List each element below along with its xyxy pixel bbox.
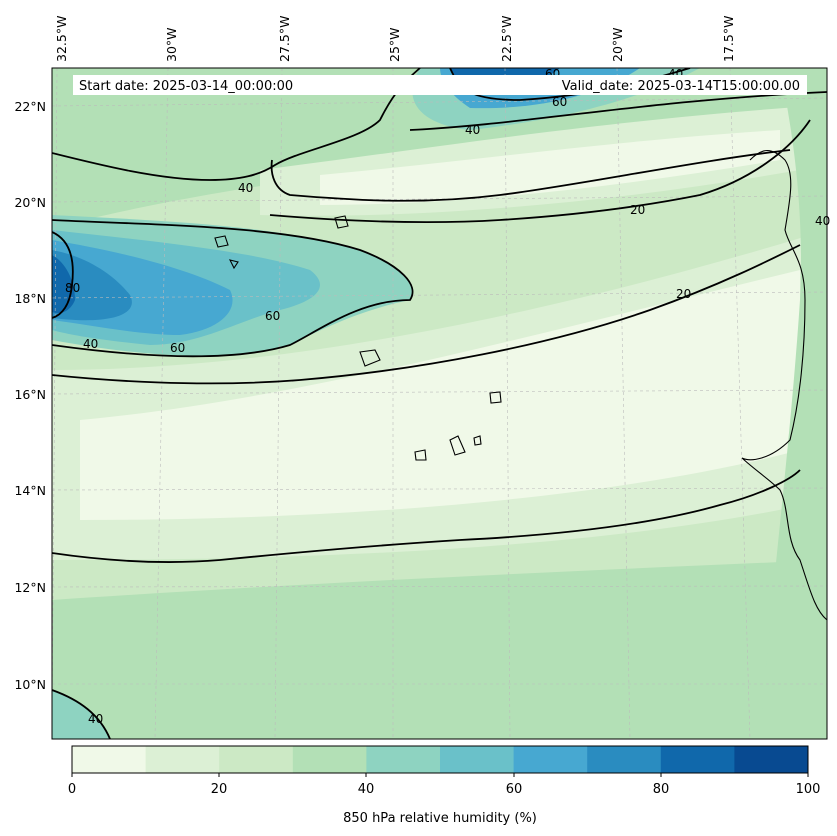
- contour-label: 40: [83, 337, 98, 351]
- start-date: Start date: 2025-03-14_00:00:00: [79, 79, 293, 94]
- contour-label: 40: [815, 214, 830, 228]
- colorbar-tick-label: 20: [211, 782, 228, 797]
- lat-label: 16°N: [14, 387, 46, 402]
- colorbar-swatch: [72, 746, 147, 773]
- info-box: [73, 75, 807, 95]
- lat-label: 18°N: [14, 291, 46, 306]
- contour-label: 60: [265, 309, 280, 323]
- rh-contours: [52, 68, 827, 739]
- contour-label: 40: [238, 181, 253, 195]
- lon-label: 27.5°W: [277, 16, 292, 62]
- colorbar-tick-label: 100: [796, 782, 821, 797]
- lat-label: 20°N: [14, 195, 46, 210]
- colorbar-frame: [71, 745, 809, 774]
- colorbar-swatch: [587, 746, 662, 773]
- coastlines: [214, 150, 827, 621]
- lat-label: 14°N: [14, 483, 46, 498]
- lon-label: 17.5°W: [721, 16, 736, 62]
- valid-date: Valid_date: 2025-03-14T15:00:00.00: [562, 79, 800, 94]
- lon-label: 32.5°W: [54, 16, 69, 62]
- colorbar-swatch: [660, 746, 735, 773]
- contour-label: 40: [88, 712, 103, 726]
- lat-label: 10°N: [14, 677, 46, 692]
- colorbar-ticks: 0 20 40 60 80 100: [68, 773, 821, 797]
- lat-label: 12°N: [14, 580, 46, 595]
- colorbar-tick-label: 60: [506, 782, 523, 797]
- lon-label: 22.5°W: [499, 16, 514, 62]
- lon-label: 20°W: [610, 27, 625, 62]
- colorbar-swatch: [219, 746, 294, 773]
- colorbar: [72, 746, 809, 773]
- colorbar-swatch: [440, 746, 515, 773]
- longitude-labels: 32.5°W 30°W 27.5°W 25°W 22.5°W 20°W 17.5…: [54, 16, 736, 62]
- humidity-fill-layer: [52, 68, 827, 739]
- lon-label: 30°W: [164, 27, 179, 62]
- colorbar-swatch: [292, 746, 367, 773]
- lat-label: 22°N: [14, 99, 46, 114]
- contour-label: 60: [170, 341, 185, 355]
- colorbar-swatch: [513, 746, 588, 773]
- lon-label: 25°W: [387, 27, 402, 62]
- colorbar-swatch: [145, 746, 220, 773]
- colorbar-title: 850 hPa relative humidity (%): [343, 811, 537, 826]
- colorbar-swatch: [366, 746, 441, 773]
- contour-labels: 60 40 60 40 40 20 20 40 80 40 60 60 40: [65, 67, 830, 726]
- colorbar-tick-label: 80: [653, 782, 670, 797]
- colorbar-tick-label: 0: [68, 782, 76, 797]
- contour-label: 20: [630, 203, 645, 217]
- contour-label: 40: [465, 123, 480, 137]
- colorbar-swatch: [734, 746, 809, 773]
- contour-label: 80: [65, 281, 80, 295]
- contour-label: 60: [552, 95, 567, 109]
- colorbar-tick-label: 40: [358, 782, 375, 797]
- latitude-labels: 22°N 20°N 18°N 16°N 14°N 12°N 10°N: [14, 99, 46, 692]
- map-frame: [51, 67, 828, 740]
- contour-label: 20: [676, 287, 691, 301]
- gridlines: [52, 68, 827, 739]
